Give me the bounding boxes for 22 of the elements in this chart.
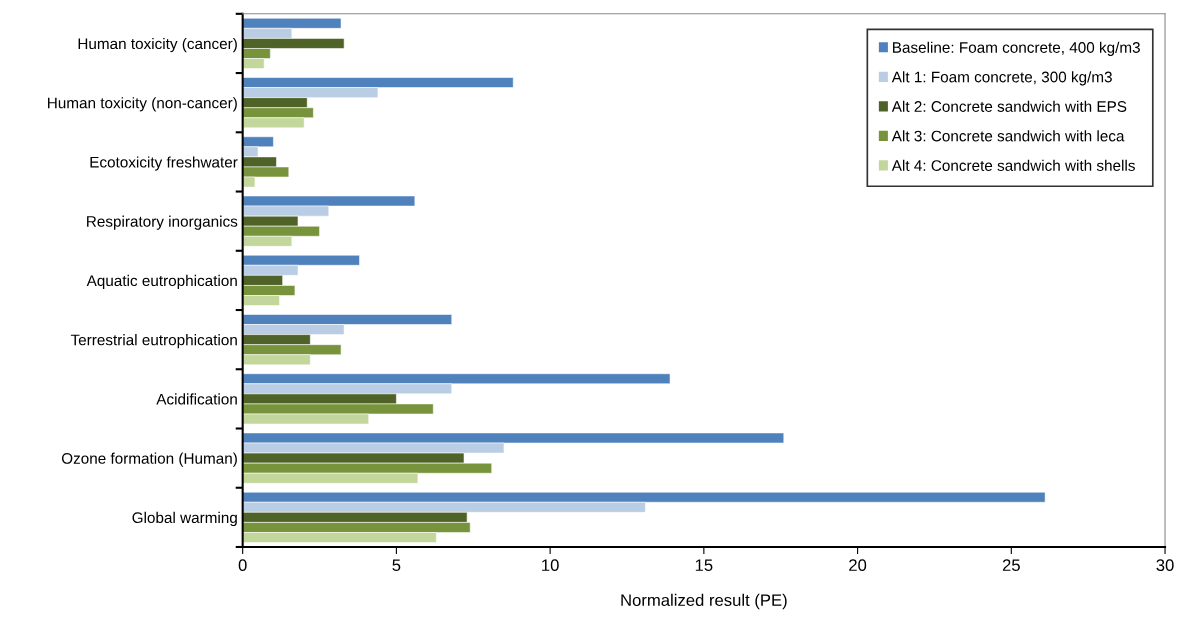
- x-tick-label: 30: [1156, 559, 1174, 572]
- x-tick-label: 25: [1002, 559, 1020, 572]
- y-tick-label: Human toxicity (cancer): [78, 37, 237, 53]
- legend-label: Baseline: Foam concrete, 400 kg/m3: [893, 41, 1140, 56]
- legend-label: Alt 4: Concrete sandwich with shells: [891, 159, 1135, 171]
- y-tick-label: Acidification: [156, 393, 237, 405]
- y-tick-label: Aquatic eutrophication: [86, 274, 237, 290]
- y-tick-label: Global warming: [132, 511, 237, 527]
- y-tick-label: Human toxicity (non-cancer): [48, 97, 237, 112]
- x-tick-label: 20: [849, 559, 867, 572]
- x-tick-label: 0: [238, 559, 247, 572]
- y-tick-label: Respiratory inorganics: [87, 215, 238, 230]
- legend-label: Alt 2: Concrete sandwich with EPS: [891, 100, 1127, 112]
- y-tick-label: Terrestrial eutrophication: [70, 334, 237, 349]
- x-tick-label: 10: [542, 559, 559, 572]
- x-tick-label: 5: [392, 559, 401, 572]
- y-tick-label: Ozone formation (Human): [61, 452, 237, 467]
- x-axis-title: Normalized result (PE): [621, 593, 787, 610]
- x-tick-label: 15: [695, 559, 713, 572]
- y-tick-label: Ecotoxicity freshwater: [90, 156, 238, 171]
- legend-label: Alt 1: Foam concrete, 300 kg/m3: [891, 71, 1112, 86]
- legend-label: Alt 3: Concrete sandwich with leca: [891, 130, 1125, 142]
